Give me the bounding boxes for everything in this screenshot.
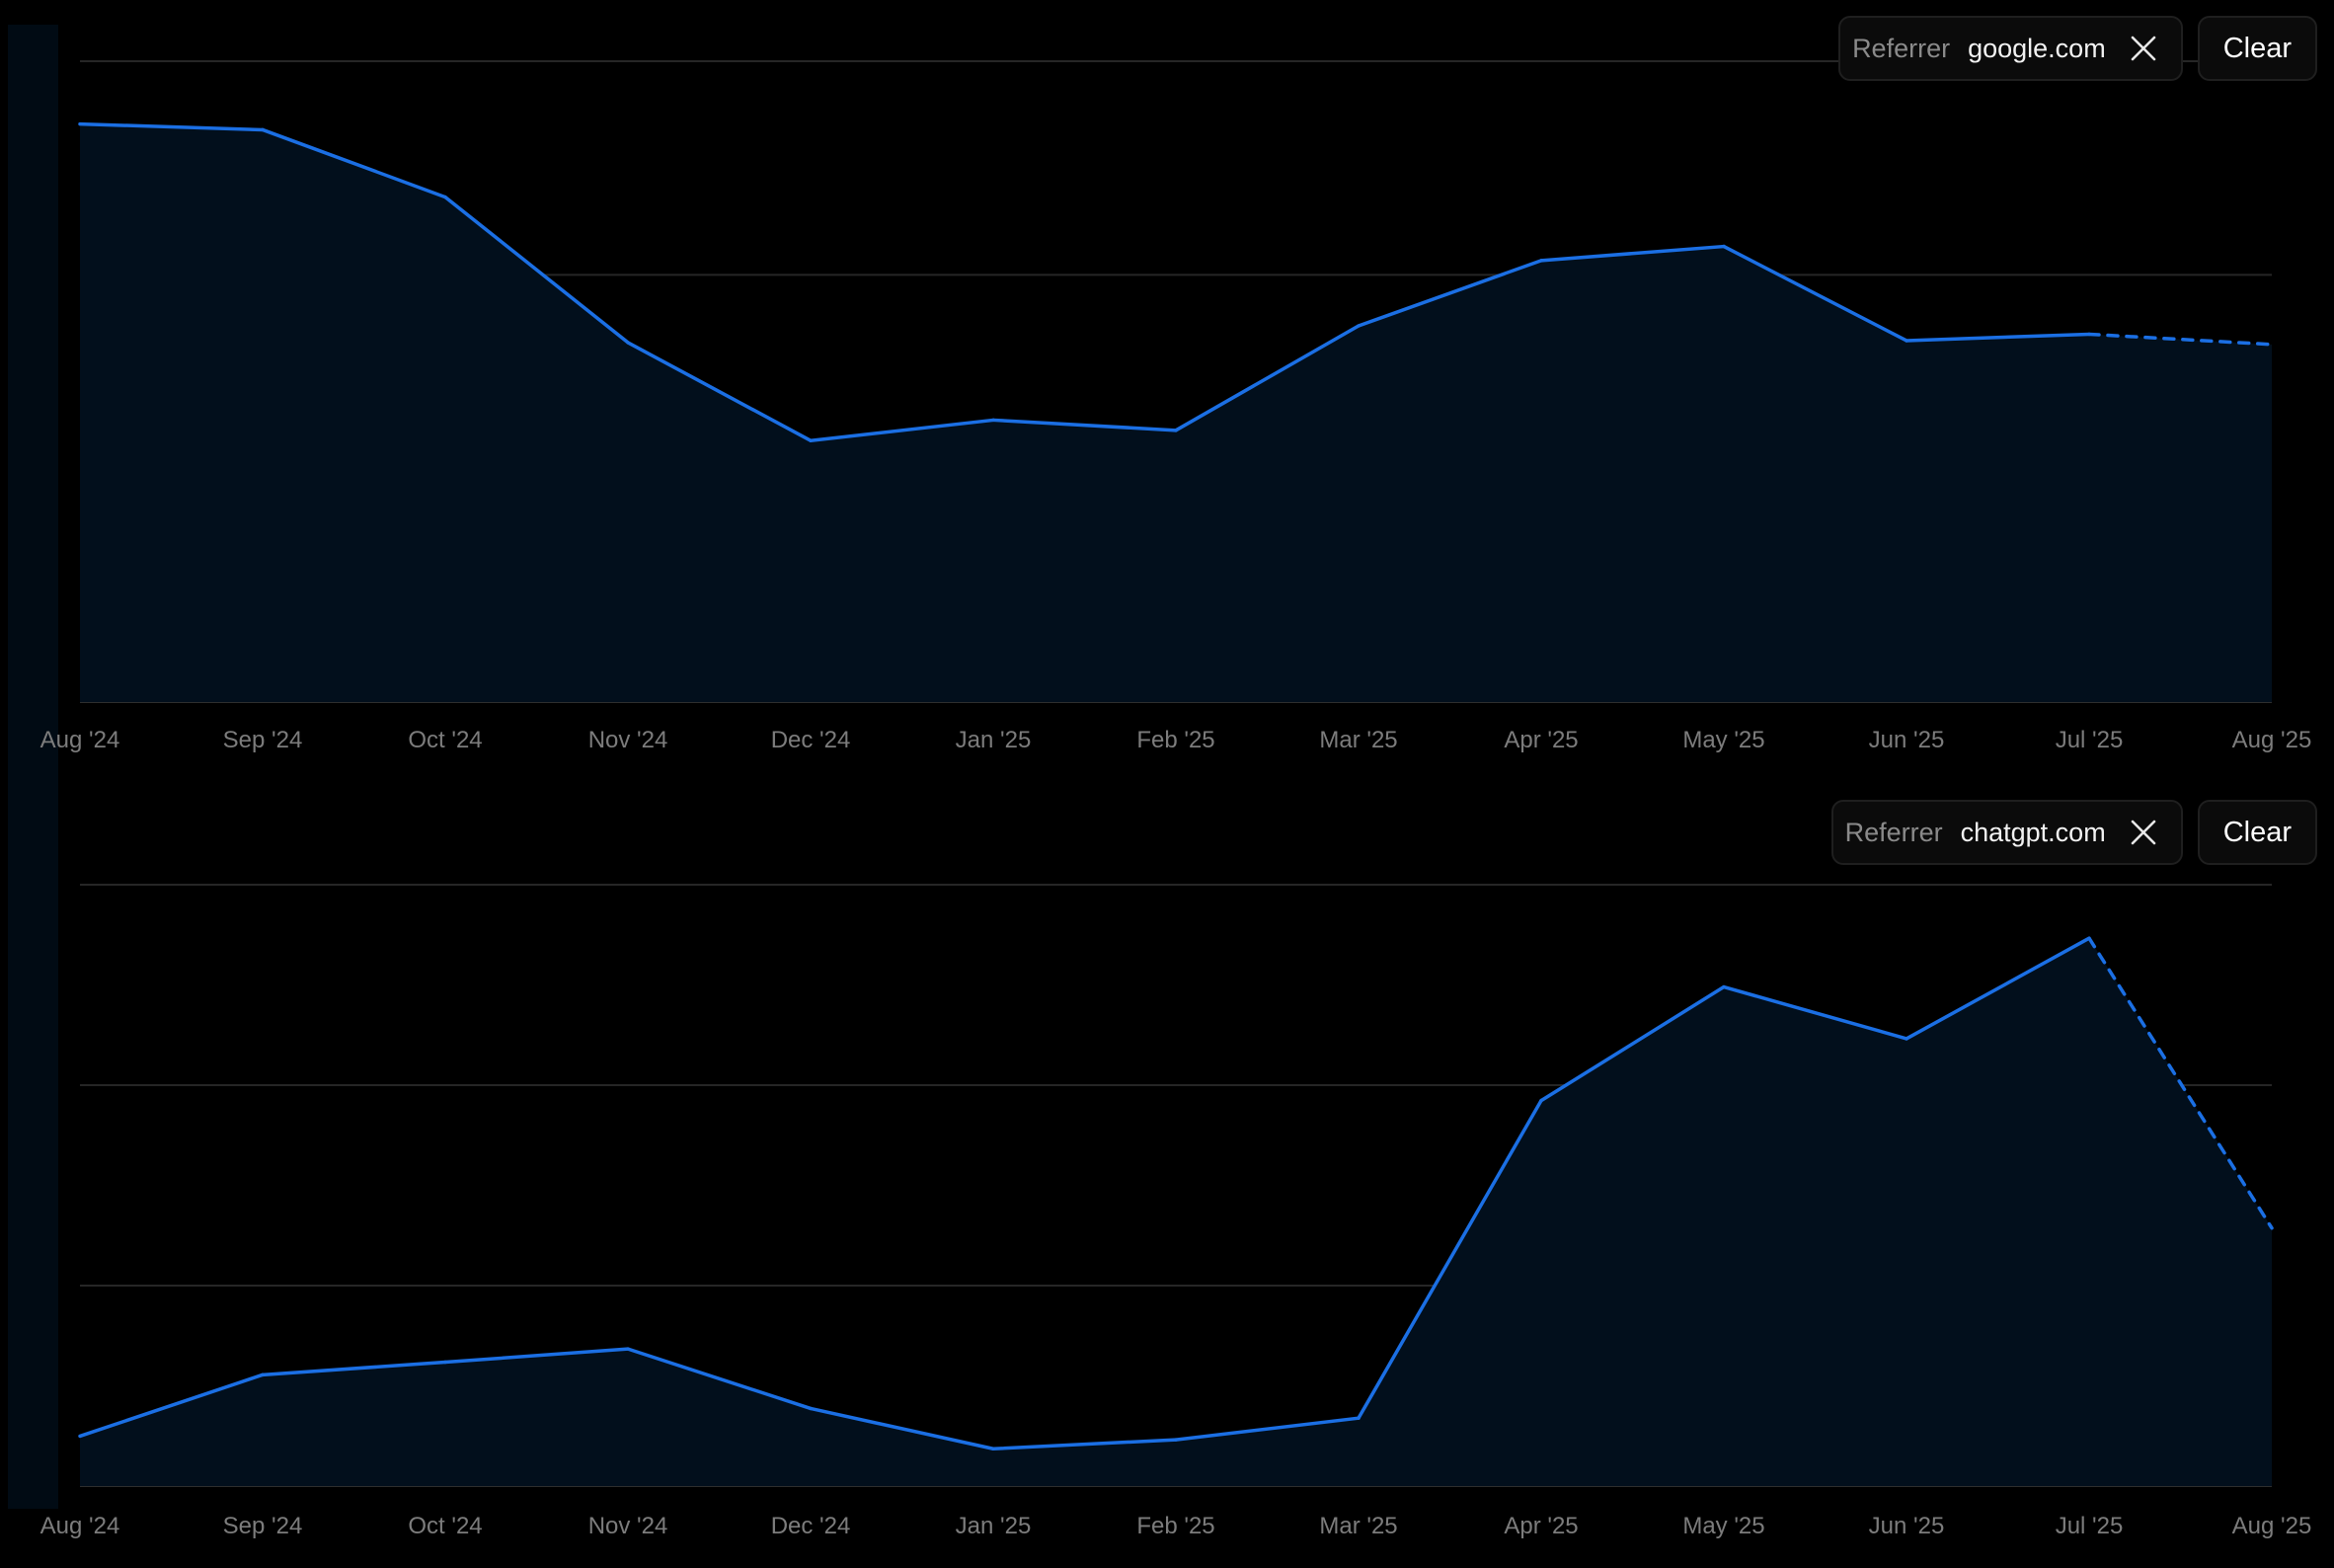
x-tick-label: Mar '25 <box>1319 1513 1397 1539</box>
filter-key-label: Referrer <box>1852 33 1951 63</box>
series-line-segment <box>1174 324 1361 432</box>
x-tick-label: Nov '24 <box>588 727 668 753</box>
series-line-segment <box>1357 1098 1543 1420</box>
chatgpt-filter-bar: Referrer chatgpt.com Clear <box>1830 800 2317 865</box>
x-tick-label: Nov '24 <box>588 1513 668 1539</box>
series-line-segment <box>626 1347 813 1411</box>
series-line-segment <box>1905 936 2091 1041</box>
series-line-segment <box>1357 259 1543 328</box>
x-tick-label: May '25 <box>1682 727 1764 753</box>
series-line-segment <box>261 127 447 199</box>
x-tick-label: Jan '25 <box>956 1513 1032 1539</box>
series-line-segment <box>991 418 1178 432</box>
google-filter-bar: Referrer google.com Clear <box>1838 16 2317 81</box>
x-tick-label: Feb '25 <box>1136 1513 1214 1539</box>
x-tick-label: Jun '25 <box>1869 1513 1945 1539</box>
x-tick-label: Dec '24 <box>771 1513 851 1539</box>
close-icon[interactable] <box>2130 819 2157 846</box>
x-tick-label: Apr '25 <box>1504 727 1578 753</box>
series-line-segment <box>78 121 265 132</box>
x-tick-label: May '25 <box>1682 1513 1764 1539</box>
series-line-segment <box>261 1360 447 1377</box>
google-referrer-chart: Aug '24 Sep '24 Oct '24 Nov '24 Dec '24 Jan '… <box>40 60 2312 753</box>
series-line-segment <box>1905 332 2091 343</box>
series-line-segment <box>1722 244 1908 343</box>
clear-button[interactable]: Clear <box>2197 800 2317 865</box>
series-line-segment <box>1539 244 1726 263</box>
series-line-segment <box>78 1372 265 1439</box>
series-line-segment <box>809 1406 995 1450</box>
projected-line-segment <box>2087 332 2274 347</box>
clear-button[interactable]: Clear <box>2197 16 2317 81</box>
filter-value-label: google.com <box>1968 33 2106 63</box>
x-tick-label: Feb '25 <box>1136 727 1214 753</box>
side-strip <box>8 25 58 1509</box>
series-line-segment <box>1539 984 1726 1103</box>
series-line-segment <box>1722 984 1908 1041</box>
x-tick-label: Aug '24 <box>40 727 120 753</box>
x-tick-label: Dec '24 <box>771 727 851 753</box>
series-line-segment <box>1174 1416 1361 1442</box>
filter-value-label: chatgpt.com <box>1960 817 2106 847</box>
area-fill <box>80 123 2272 703</box>
x-tick-label: Sep '24 <box>223 1513 303 1539</box>
x-tick-label: Mar '25 <box>1319 727 1397 753</box>
x-tick-label: Jun '25 <box>1869 727 1945 753</box>
x-tick-label: Apr '25 <box>1504 1513 1578 1539</box>
series-line-segment <box>443 1347 630 1365</box>
series-line-segment <box>809 418 995 442</box>
x-tick-label: Oct '24 <box>408 727 482 753</box>
series-line-segment <box>443 195 630 345</box>
projected-line-segment <box>2087 936 2274 1230</box>
close-icon[interactable] <box>2130 35 2157 62</box>
series-line-segment <box>626 341 813 442</box>
x-tick-label: Aug '25 <box>2232 1513 2312 1539</box>
x-tick-label: Aug '25 <box>2232 727 2312 753</box>
x-tick-label: Oct '24 <box>408 1513 482 1539</box>
referrer-filter-pill[interactable]: Referrer google.com <box>1838 16 2183 81</box>
filter-key-label: Referrer <box>1844 817 1943 847</box>
chatgpt-referrer-chart: Aug '24 Sep '24 Oct '24 Nov '24 Dec '24 Jan '… <box>40 884 2312 1539</box>
x-tick-label: Aug '24 <box>40 1513 120 1539</box>
x-tick-label: Jul '25 <box>2056 727 2124 753</box>
x-tick-label: Jul '25 <box>2056 1513 2124 1539</box>
referrer-filter-pill[interactable]: Referrer chatgpt.com <box>1830 800 2183 865</box>
x-tick-label: Sep '24 <box>223 727 303 753</box>
series-line-segment <box>991 1438 1178 1450</box>
x-tick-label: Jan '25 <box>956 727 1032 753</box>
